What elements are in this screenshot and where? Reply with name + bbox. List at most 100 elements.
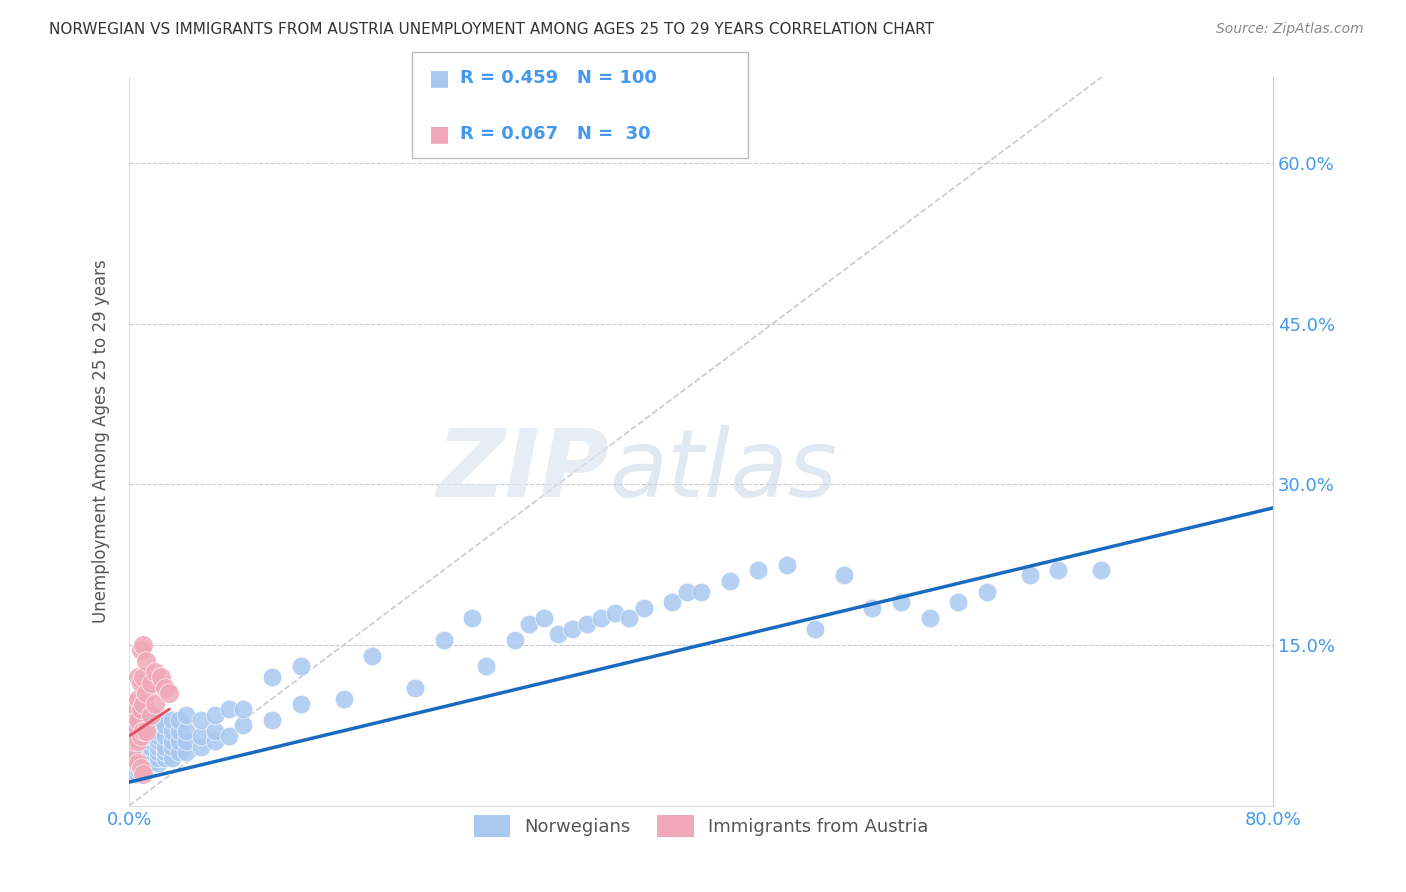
Point	[125, 723, 148, 738]
Point	[804, 622, 827, 636]
Point	[675, 584, 697, 599]
Point	[575, 616, 598, 631]
Point	[132, 723, 155, 738]
Point	[174, 734, 197, 748]
Text: Source: ZipAtlas.com: Source: ZipAtlas.com	[1216, 22, 1364, 37]
Point	[146, 734, 169, 748]
Point	[129, 643, 152, 657]
Point	[661, 595, 683, 609]
Point	[204, 707, 226, 722]
Point	[132, 723, 155, 738]
Point	[132, 729, 155, 743]
Point	[605, 606, 627, 620]
Point	[139, 745, 162, 759]
Point	[1018, 568, 1040, 582]
Point	[232, 718, 254, 732]
Point	[139, 707, 162, 722]
Point	[132, 756, 155, 770]
Point	[122, 718, 145, 732]
Point	[125, 734, 148, 748]
Point	[260, 670, 283, 684]
Point	[832, 568, 855, 582]
Point	[160, 734, 183, 748]
Point	[125, 739, 148, 754]
Point	[153, 745, 176, 759]
Point	[135, 686, 157, 700]
Point	[122, 707, 145, 722]
Point	[139, 739, 162, 754]
Point	[132, 750, 155, 764]
Point	[153, 729, 176, 743]
Point	[129, 729, 152, 743]
Point	[174, 723, 197, 738]
Point	[153, 750, 176, 764]
Point	[361, 648, 384, 663]
Point	[174, 707, 197, 722]
Text: ■: ■	[429, 69, 450, 88]
Point	[127, 756, 149, 770]
Point	[146, 739, 169, 754]
Point	[232, 702, 254, 716]
Point	[633, 600, 655, 615]
Point	[461, 611, 484, 625]
Point	[776, 558, 799, 572]
Point	[747, 563, 769, 577]
Point	[132, 739, 155, 754]
Point	[139, 729, 162, 743]
Point	[122, 697, 145, 711]
Point	[948, 595, 970, 609]
Point	[862, 600, 884, 615]
Point	[132, 734, 155, 748]
Point	[127, 670, 149, 684]
Legend: Norwegians, Immigrants from Austria: Norwegians, Immigrants from Austria	[467, 807, 935, 844]
Point	[204, 734, 226, 748]
Point	[139, 734, 162, 748]
Point	[129, 702, 152, 716]
Point	[125, 766, 148, 780]
Point	[190, 739, 212, 754]
Point	[218, 702, 240, 716]
Point	[519, 616, 541, 631]
Point	[160, 739, 183, 754]
Point	[139, 723, 162, 738]
Point	[890, 595, 912, 609]
Point	[153, 739, 176, 754]
Point	[146, 713, 169, 727]
Point	[127, 734, 149, 748]
Point	[122, 734, 145, 748]
Point	[290, 659, 312, 673]
Point	[589, 611, 612, 625]
Point	[619, 611, 641, 625]
Point	[260, 713, 283, 727]
Point	[143, 697, 166, 711]
Point	[127, 691, 149, 706]
Point	[132, 697, 155, 711]
Point	[718, 574, 741, 588]
Point	[174, 745, 197, 759]
Point	[157, 686, 180, 700]
Point	[146, 750, 169, 764]
Point	[332, 691, 354, 706]
Point	[125, 745, 148, 759]
Point	[127, 713, 149, 727]
Point	[146, 745, 169, 759]
Text: NORWEGIAN VS IMMIGRANTS FROM AUSTRIA UNEMPLOYMENT AMONG AGES 25 TO 29 YEARS CORR: NORWEGIAN VS IMMIGRANTS FROM AUSTRIA UNE…	[49, 22, 934, 37]
Point	[160, 750, 183, 764]
Point	[129, 761, 152, 775]
Point	[153, 681, 176, 695]
Text: atlas: atlas	[609, 425, 838, 516]
Point	[132, 766, 155, 780]
Point	[475, 659, 498, 673]
Point	[125, 729, 148, 743]
Point	[167, 734, 190, 748]
Point	[146, 729, 169, 743]
Point	[290, 697, 312, 711]
Point	[129, 675, 152, 690]
Point	[122, 750, 145, 764]
Point	[167, 745, 190, 759]
Text: R = 0.067   N =  30: R = 0.067 N = 30	[460, 125, 651, 143]
Point	[132, 670, 155, 684]
Point	[139, 675, 162, 690]
Point	[433, 632, 456, 647]
Point	[976, 584, 998, 599]
